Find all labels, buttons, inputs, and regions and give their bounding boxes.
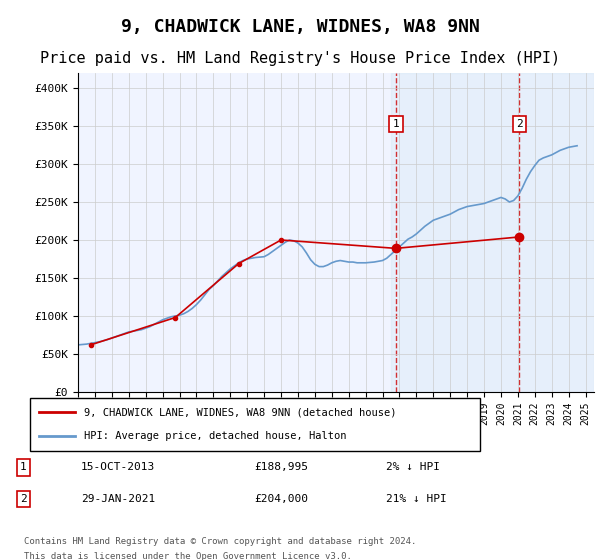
Text: This data is licensed under the Open Government Licence v3.0.: This data is licensed under the Open Gov… <box>23 552 352 560</box>
Text: 9, CHADWICK LANE, WIDNES, WA8 9NN (detached house): 9, CHADWICK LANE, WIDNES, WA8 9NN (detac… <box>84 408 397 418</box>
FancyBboxPatch shape <box>30 398 480 451</box>
Text: 2: 2 <box>20 494 27 504</box>
Text: 1: 1 <box>392 119 399 129</box>
Text: 21% ↓ HPI: 21% ↓ HPI <box>386 494 447 504</box>
Text: HPI: Average price, detached house, Halton: HPI: Average price, detached house, Halt… <box>84 431 347 441</box>
Text: 2: 2 <box>516 119 523 129</box>
Text: Price paid vs. HM Land Registry's House Price Index (HPI): Price paid vs. HM Land Registry's House … <box>40 51 560 66</box>
Text: £204,000: £204,000 <box>254 494 308 504</box>
Text: Contains HM Land Registry data © Crown copyright and database right 2024.: Contains HM Land Registry data © Crown c… <box>23 537 416 546</box>
Bar <box>391 73 594 392</box>
Text: £188,995: £188,995 <box>254 462 308 472</box>
Text: 29-JAN-2021: 29-JAN-2021 <box>81 494 155 504</box>
Text: 9, CHADWICK LANE, WIDNES, WA8 9NN: 9, CHADWICK LANE, WIDNES, WA8 9NN <box>121 18 479 36</box>
Text: 15-OCT-2013: 15-OCT-2013 <box>81 462 155 472</box>
Text: 1: 1 <box>20 462 27 472</box>
Text: 2% ↓ HPI: 2% ↓ HPI <box>386 462 440 472</box>
